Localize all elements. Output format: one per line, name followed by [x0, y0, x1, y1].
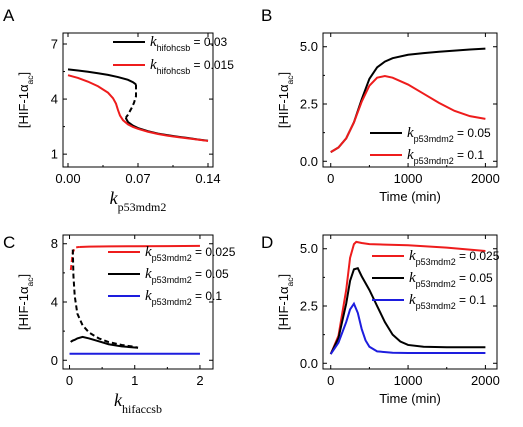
panel-letter: D [261, 233, 273, 252]
y-axis-title: [HIF-1αac] [276, 274, 295, 330]
series-line [329, 240, 486, 355]
x-axis-title: khifaccsb [114, 390, 162, 416]
y-axis-title: [HIF-1αac] [16, 274, 35, 330]
y-tick-label: 8 [51, 236, 58, 251]
x-tick-label: 1000 [394, 171, 423, 186]
x-tick-label: 0.00 [55, 171, 80, 186]
series-line [67, 74, 209, 142]
panel-d: D 0 1000 2000 0.0 2.5 5.0 [HIF-1αac] Time (min) k… [261, 233, 500, 406]
y-tick-label: 2.5 [300, 97, 318, 112]
x-tick-label: 0.07 [125, 171, 150, 186]
series-line [70, 335, 139, 349]
plot-frame [322, 234, 498, 370]
y-tick-label: 5.0 [300, 241, 318, 256]
y-tick-label: 5.0 [300, 39, 318, 54]
series-line [329, 267, 486, 355]
y-axis-title: [HIF-1αac] [16, 72, 35, 128]
legend-label: khifohcsb = 0.03 [150, 34, 228, 53]
y-tick-label: 1 [51, 147, 58, 162]
series-line [125, 84, 137, 119]
x-axis-title: Time (min) [379, 391, 441, 406]
y-tick-label: 0 [51, 353, 58, 368]
legend-label: kp53mdm2 = 0.05 [145, 266, 229, 285]
x-tick-label: 2 [196, 373, 203, 388]
x-tick-label: 0.14 [195, 171, 220, 186]
x-tick-label: 0 [327, 373, 334, 388]
legend-label: kp53mdm2 = 0.1 [145, 288, 222, 307]
x-axis-title: kp53mdm2 [110, 188, 167, 214]
legend-label: kp53mdm2 = 0.025 [145, 244, 236, 263]
legend-label: kp53mdm2 = 0.05 [409, 270, 493, 289]
y-axis-title: [HIF-1αac] [276, 72, 295, 128]
series-line [330, 75, 486, 153]
y-tick-label: 4 [51, 295, 58, 310]
plot-frame [62, 32, 214, 168]
y-tick-label: 4 [51, 92, 58, 107]
y-tick-label: 0.0 [300, 154, 318, 169]
series-line [79, 244, 200, 248]
legend-label: khifohcsb = 0.015 [150, 57, 234, 76]
x-tick-label: 0 [66, 373, 73, 388]
panel-a: A 0.00 0.07 0.14 1 4 7 [HIF-1αac] kp53mdm2 khifoh… [3, 6, 234, 214]
panel-letter: B [261, 6, 272, 25]
series-line [329, 301, 486, 355]
panel-letter: C [3, 233, 15, 252]
x-axis-title: Time (min) [379, 189, 441, 204]
legend-label: kp53mdm2 = 0.05 [407, 125, 491, 144]
x-tick-label: 2000 [471, 171, 500, 186]
y-tick-label: 7 [51, 37, 58, 52]
panel-b: B 0 1000 2000 0.0 2.5 5.0 [HIF-1αac] Time (min) k… [261, 6, 500, 204]
x-tick-label: 0 [327, 171, 334, 186]
series-line [67, 68, 137, 86]
x-tick-label: 2000 [471, 373, 500, 388]
x-tick-label: 1000 [394, 373, 423, 388]
plot-frame [322, 32, 498, 168]
panel-letter: A [3, 6, 15, 25]
panel-c: C 0 1 2 0 4 8 [HIF-1αac] khifaccsb kp53mdm2 = 0.0… [3, 233, 236, 416]
x-tick-label: 1 [131, 373, 138, 388]
legend-label: kp53mdm2 = 0.025 [409, 248, 500, 267]
legend-label: kp53mdm2 = 0.1 [409, 292, 486, 311]
y-tick-label: 0.0 [300, 356, 318, 371]
y-tick-label: 2.5 [300, 299, 318, 314]
legend-label: kp53mdm2 = 0.1 [407, 147, 484, 166]
unstable-branch-line [71, 249, 139, 349]
